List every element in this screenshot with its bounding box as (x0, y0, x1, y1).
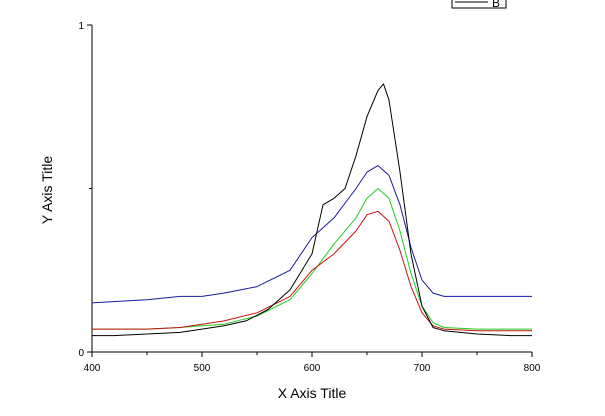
y-tick-label: 0 (78, 348, 84, 359)
legend: B (451, 0, 507, 10)
x-tick-label: 600 (304, 363, 321, 374)
x-axis-title: X Axis Title (278, 385, 347, 401)
series-line-1 (92, 83, 532, 337)
legend-label-b: B (492, 0, 500, 10)
plot-area (91, 25, 532, 353)
series-line-2 (91, 165, 532, 304)
series-line-4 (92, 210, 532, 332)
x-tick-label: 700 (414, 363, 431, 374)
x-tick-label: 800 (524, 363, 541, 374)
series-layer (91, 83, 532, 337)
x-tick-label: 500 (194, 363, 211, 374)
legend-box (451, 0, 507, 9)
series-line-3 (92, 188, 532, 330)
x-tick-label: 400 (84, 363, 101, 374)
y-tick-label: 1 (78, 21, 84, 32)
tick-layer: 400 500 600 700 800 0 1 (78, 21, 540, 374)
y-axis-title: Y Axis Title (39, 156, 55, 224)
